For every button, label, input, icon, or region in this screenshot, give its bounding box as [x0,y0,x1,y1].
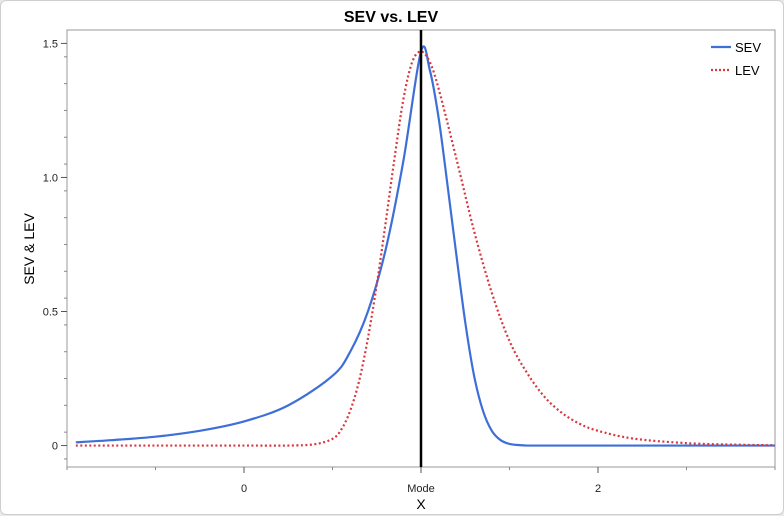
legend-sev-label: SEV [735,40,761,55]
y-tick-label: 1.5 [43,38,58,50]
x-tick-label: Mode [407,483,435,495]
x-tick-label: 2 [595,483,601,495]
y-tick-label: 1.0 [43,172,58,184]
x-tick-label: 0 [241,483,247,495]
y-tick-label: 0.5 [43,307,58,319]
y-tick-label: 0 [52,441,58,453]
x-axis-label: X [416,496,426,512]
series-sev-line [75,45,775,447]
y-axis-label: SEV & LEV [21,213,37,285]
series-layer [75,45,776,447]
axis-ticks: 0 0.5 1.0 1.5 0 Mode 2 [43,38,776,495]
chart-title: SEV vs. LEV [344,9,439,26]
legend-lev-label: LEV [735,63,760,78]
series-lev-line [75,50,776,447]
legend: SEV LEV [711,40,761,78]
